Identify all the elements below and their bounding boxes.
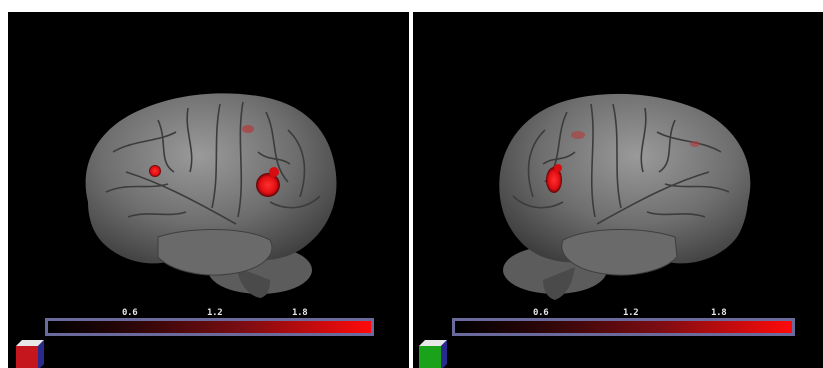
temporal-lobe <box>157 229 273 276</box>
cube-top-face <box>419 340 447 346</box>
right-hemisphere-panel[interactable]: 0.6 1.2 1.8 <box>413 12 823 368</box>
brainstem <box>236 267 270 298</box>
activation-frontal <box>149 165 161 177</box>
activation-parietal <box>256 173 280 197</box>
colorbar-tick-2: 1.2 <box>207 308 223 318</box>
colorbar <box>452 318 795 336</box>
colorbar-tick-3: 1.8 <box>292 308 308 318</box>
colorbar-tick-2: 1.2 <box>623 308 639 318</box>
gyri <box>512 103 730 225</box>
colorbar-tick-3: 1.8 <box>711 308 727 318</box>
activation-clusters <box>149 125 280 197</box>
cube-front-face <box>419 346 441 368</box>
cube-side-face <box>38 340 44 368</box>
colorbar-gradient <box>48 321 371 333</box>
activation-parietal-sub <box>554 164 562 172</box>
cerebrum-surface <box>499 93 751 271</box>
colorbar-gradient <box>455 321 792 333</box>
left-hemisphere-render[interactable] <box>8 12 409 368</box>
activation-superior <box>571 131 585 139</box>
temporal-lobe <box>561 229 678 276</box>
left-hemisphere-panel[interactable]: 0.6 1.2 1.8 <box>8 12 409 368</box>
colorbar-tick-1: 0.6 <box>533 308 549 318</box>
right-hemisphere-render[interactable] <box>413 12 823 368</box>
activation-frontal <box>690 141 700 147</box>
orientation-cube-icon[interactable] <box>419 338 447 368</box>
colorbar <box>45 318 374 336</box>
cube-side-face <box>441 340 447 368</box>
activation-superior <box>242 125 254 133</box>
cube-top-face <box>16 340 44 346</box>
colorbar-tick-1: 0.6 <box>122 308 138 318</box>
activation-parietal <box>546 167 562 193</box>
activation-parietal-sub <box>269 167 279 177</box>
activation-clusters <box>546 131 700 193</box>
brainstem <box>543 267 575 300</box>
cube-front-face <box>16 346 38 368</box>
orientation-cube-icon[interactable] <box>16 338 44 368</box>
gyri <box>105 101 321 225</box>
